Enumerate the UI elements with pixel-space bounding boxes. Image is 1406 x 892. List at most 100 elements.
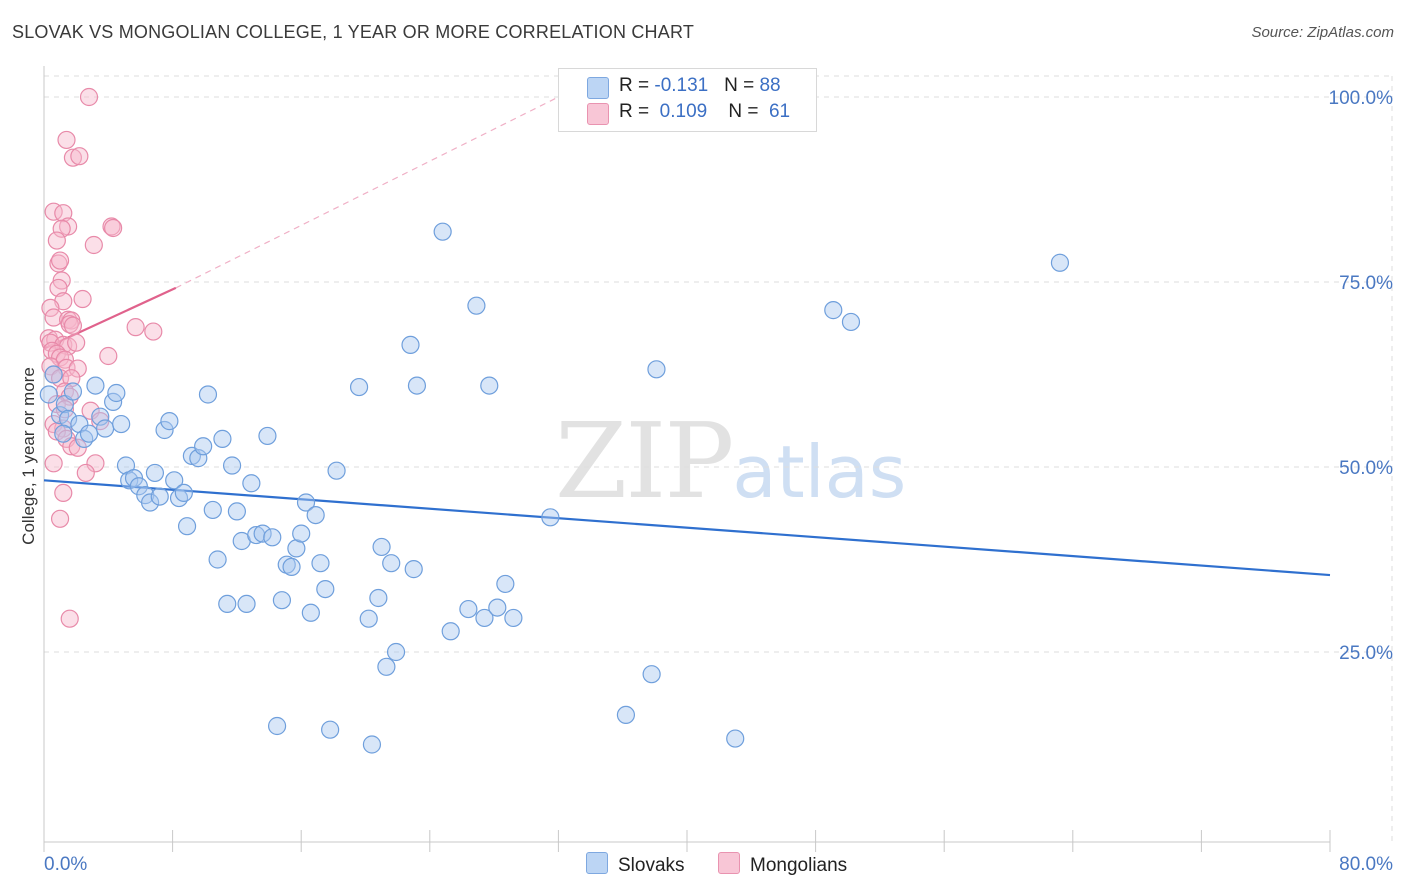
y-tick-label-50: 50.0%	[1339, 458, 1393, 479]
slovak-point-73	[467, 296, 486, 315]
mongolians-trend-extension	[175, 96, 559, 289]
grid-lines	[44, 75, 1393, 842]
slovak-point-9	[86, 376, 105, 395]
slovak-point-7	[75, 429, 94, 448]
slovak-point-84	[824, 301, 843, 320]
y-tick-label-100: 100.0%	[1329, 88, 1394, 109]
x-tick-label-max: 80.0%	[1339, 854, 1393, 875]
slovaks-r-label: R =	[619, 75, 655, 96]
mongolians-stats: R = 0.109 N = 61	[619, 101, 790, 123]
chart-title: SLOVAK VS MONGOLIAN COLLEGE, 1 YEAR OR M…	[12, 22, 695, 42]
mongolian-point-9	[104, 218, 123, 238]
mongolian-point-46	[55, 400, 74, 419]
mongolians-legend-swatch	[718, 852, 740, 874]
slovak-point-59	[349, 377, 369, 397]
slovak-point-72	[459, 599, 478, 619]
slovak-point-77	[496, 574, 515, 594]
slovak-point-13	[107, 383, 126, 403]
mongolian-point-12	[49, 254, 68, 273]
slovak-point-42	[247, 525, 266, 545]
bottom-legend-mongolians: Mongolians	[718, 852, 847, 877]
slovak-points	[39, 222, 1070, 754]
slovak-point-0	[39, 385, 58, 404]
x-tick-label-min: 0.0%	[44, 854, 87, 875]
mongolians-n-label: N =	[728, 101, 764, 122]
slovak-point-22	[150, 487, 169, 506]
mongolian-point-4	[44, 202, 63, 221]
slovak-point-79	[541, 508, 560, 527]
mongolian-point-0	[79, 87, 99, 107]
y-tick-label-75: 75.0%	[1339, 273, 1393, 294]
slovaks-legend-label: Slovaks	[618, 855, 685, 876]
slovak-point-85	[841, 312, 861, 332]
mongolian-point-1	[57, 130, 76, 150]
slovaks-swatch	[587, 77, 609, 99]
slovak-point-70	[433, 222, 452, 241]
slovak-point-8	[79, 424, 99, 443]
slovak-point-35	[213, 429, 232, 448]
y-tick-label-25: 25.0%	[1339, 643, 1393, 664]
slovak-point-64	[377, 657, 396, 676]
slovak-point-82	[647, 360, 666, 379]
slovak-point-36	[218, 594, 237, 614]
slovak-point-75	[480, 376, 499, 395]
mongolian-point-2	[63, 148, 83, 167]
slovak-point-5	[63, 382, 83, 401]
slovak-point-80	[616, 705, 636, 725]
slovak-point-61	[362, 735, 382, 754]
slovak-point-51	[292, 524, 311, 543]
axes	[43, 66, 1331, 852]
slovaks-trend-line	[43, 479, 1331, 577]
slovak-point-52	[296, 493, 316, 512]
slovak-point-45	[263, 528, 282, 547]
mongolians-r-value: 0.109	[659, 101, 708, 122]
slovak-point-74	[475, 608, 494, 628]
mongolian-point-10	[47, 231, 66, 250]
slovak-point-34	[208, 550, 227, 569]
correlation-legend: R = -0.131 N = 88 R = 0.109 N = 61	[558, 68, 817, 132]
slovak-point-46	[267, 716, 287, 736]
slovaks-legend-swatch	[586, 852, 608, 874]
mongolian-point-17	[73, 289, 92, 309]
slovak-point-56	[316, 579, 335, 599]
slovak-point-62	[369, 588, 388, 608]
slovak-point-83	[726, 729, 745, 748]
slovak-point-38	[227, 502, 246, 521]
watermark: ZIPatlas	[555, 400, 906, 522]
slovak-point-30	[189, 449, 208, 468]
slovak-point-11	[95, 419, 115, 438]
mongolians-r-label: R =	[619, 101, 655, 122]
slovak-point-32	[198, 385, 218, 404]
slovak-point-37	[222, 456, 242, 475]
tick-labels: 25.0% 50.0% 75.0% 100.0% 0.0% 80.0%	[44, 88, 1393, 875]
mongolians-legend-label: Mongolians	[750, 855, 848, 876]
slovak-point-24	[160, 412, 179, 431]
slovak-point-57	[321, 720, 340, 739]
slovak-point-78	[504, 608, 523, 628]
slovak-point-67	[401, 335, 420, 354]
mongolian-point-3	[70, 147, 89, 166]
slovaks-stats: R = -0.131 N = 88	[619, 75, 781, 97]
mongolian-point-60	[60, 609, 79, 628]
mongolians-swatch	[587, 103, 609, 125]
mongolian-point-19	[44, 308, 63, 327]
slovak-point-20	[140, 493, 160, 512]
slovak-point-58	[327, 461, 346, 480]
source-label: Source: ZipAtlas.com	[1251, 24, 1394, 41]
slovak-point-33	[203, 500, 222, 520]
slovak-point-25	[165, 471, 184, 490]
mongolian-point-54	[68, 438, 87, 457]
slovak-point-43	[253, 524, 272, 543]
slovak-point-65	[382, 554, 401, 573]
mongolian-point-13	[50, 251, 70, 270]
slovak-point-31	[194, 437, 213, 456]
slovak-point-54	[306, 505, 325, 525]
slovak-point-76	[488, 598, 507, 617]
slovak-point-53	[301, 603, 320, 622]
slovak-point-44	[258, 426, 277, 446]
slovak-point-87	[54, 424, 73, 443]
slovak-point-63	[372, 537, 391, 557]
slovaks-n-label: N =	[724, 75, 760, 96]
watermark-atlas: atlas	[732, 430, 907, 514]
slovak-point-69	[407, 376, 427, 395]
